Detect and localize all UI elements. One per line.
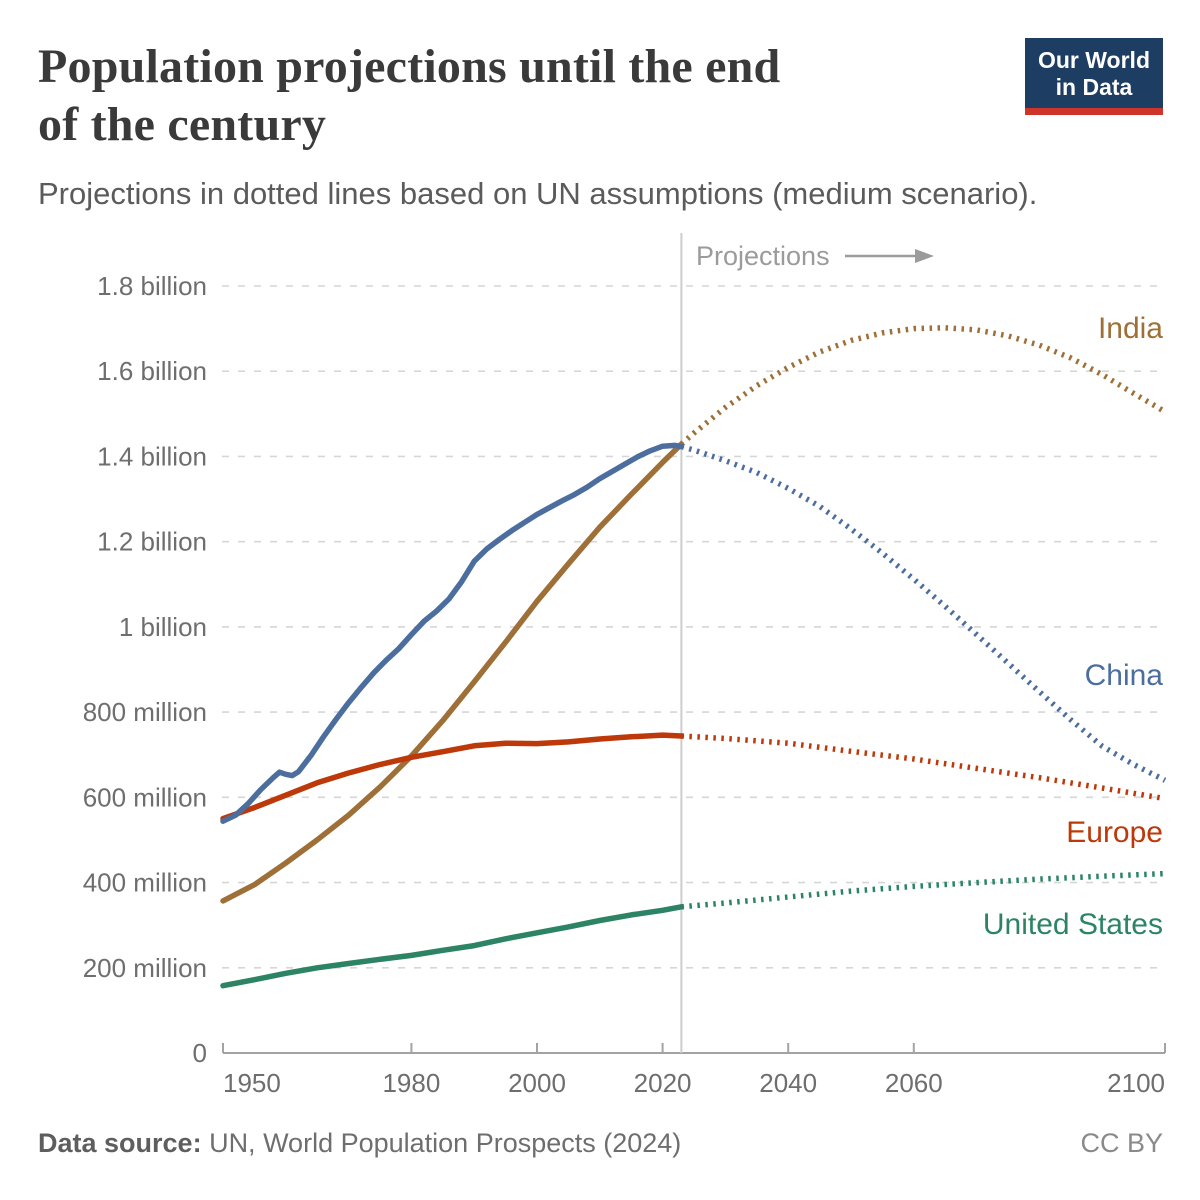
projections-arrowhead <box>915 249 934 263</box>
series-label-china[interactable]: China <box>1084 659 1163 692</box>
china-line-projection[interactable] <box>680 443 1167 783</box>
x-axis-tick-label: 2000 <box>508 1068 566 1098</box>
y-axis-tick-label: 0 <box>193 1038 207 1068</box>
series-label-europe[interactable]: Europe <box>1066 816 1163 849</box>
y-axis-tick-label: 400 million <box>83 868 207 898</box>
x-axis-tick-label: 2020 <box>634 1068 692 1098</box>
y-axis-tick-label: 800 million <box>83 697 207 727</box>
united-states-line-projection[interactable] <box>681 870 1166 910</box>
x-axis-tick-label: 2060 <box>885 1068 943 1098</box>
x-axis-tick-label: 2040 <box>759 1068 817 1098</box>
y-axis-tick-label: 1.2 billion <box>97 527 207 557</box>
chart-footer: Data source: UN, World Population Prospe… <box>38 1128 1163 1159</box>
united-states-line-history[interactable] <box>220 904 685 989</box>
series-label-united-states[interactable]: United States <box>982 908 1163 941</box>
x-axis-tick-label: 2100 <box>1107 1068 1165 1098</box>
y-axis-tick-label: 1.4 billion <box>97 441 207 471</box>
owid-logo-line-1: Our World <box>1037 47 1150 73</box>
y-axis-tick-label: 1.6 billion <box>97 356 207 386</box>
data-source-note: Data source: UN, World Population Prospe… <box>38 1128 681 1159</box>
data-source-text: UN, World Population Prospects (2024) <box>201 1128 682 1158</box>
india-line-history[interactable] <box>220 441 685 904</box>
page-title: Population projections until the end of … <box>38 38 988 154</box>
population-line-chart[interactable]: 0 200 million 400 million 600 million 800 mi… <box>0 230 1200 1110</box>
europe-line-projection[interactable] <box>681 733 1166 802</box>
x-axis-tick-label: 1980 <box>382 1068 440 1098</box>
license-badge[interactable]: CC BY <box>1080 1128 1163 1158</box>
chart-subtitle: Projections in dotted lines based on UN … <box>38 176 1038 211</box>
europe-line-history[interactable] <box>220 732 685 822</box>
data-source-label: Data source: <box>38 1128 202 1158</box>
y-axis-tick-label: 1 billion <box>119 612 207 642</box>
series-label-india[interactable]: India <box>1097 312 1163 345</box>
title-line-1: Population projections until the end <box>38 40 781 93</box>
y-axis-tick-label: 600 million <box>83 782 207 812</box>
india-line-projection[interactable] <box>679 325 1167 447</box>
owid-logo[interactable]: Our World in Data <box>1024 38 1163 115</box>
y-axis-tick-label: 200 million <box>83 953 207 983</box>
projections-annotation: Projections <box>696 241 830 271</box>
china-line-history[interactable] <box>220 442 685 824</box>
owid-logo-line-2: in Data <box>1055 74 1133 100</box>
title-line-2: of the century <box>38 98 327 151</box>
y-axis-tick-label: 1.8 billion <box>97 271 207 301</box>
x-axis-tick-label: 1950 <box>223 1068 281 1098</box>
